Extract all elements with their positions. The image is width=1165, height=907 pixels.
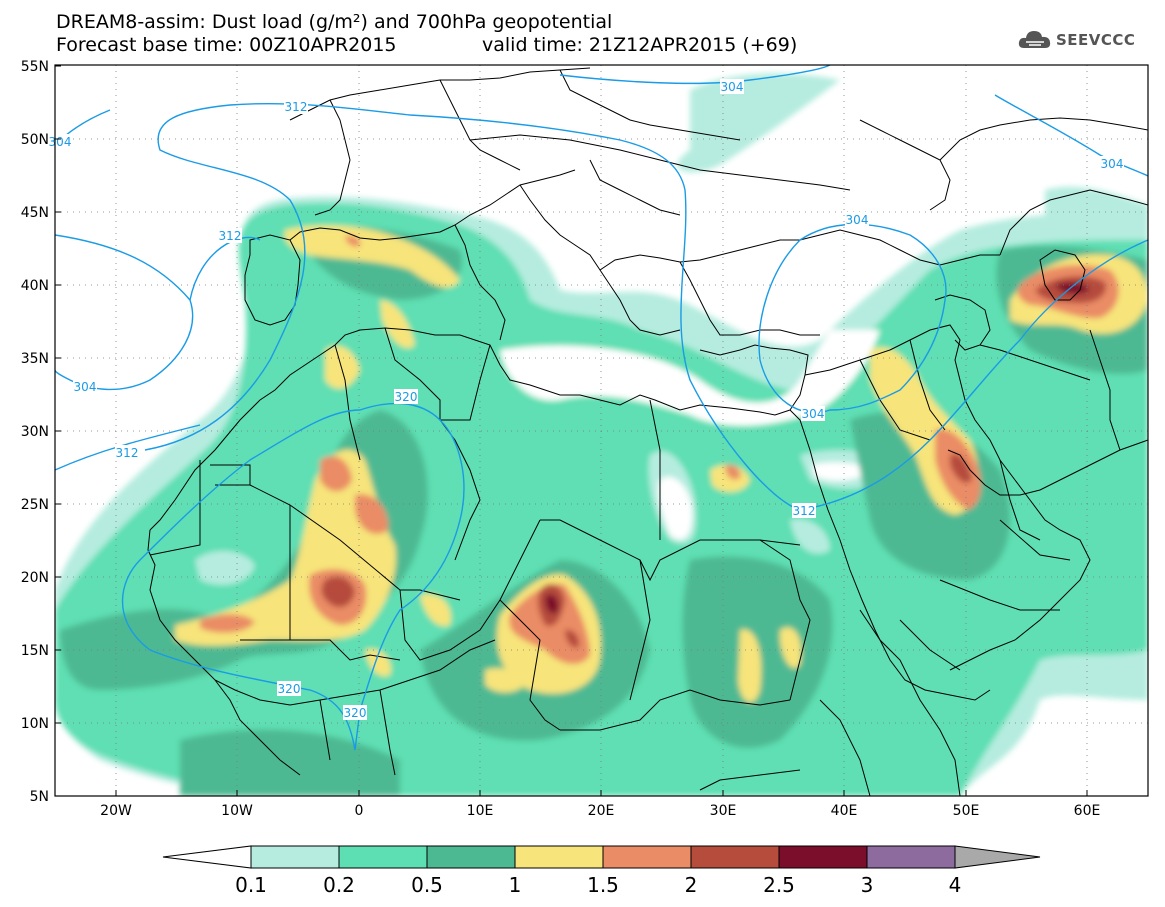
contour-label: 320 (343, 705, 367, 720)
contour-label: 304 (1100, 156, 1124, 171)
geopotential-contours (55, 65, 1148, 751)
lat-label: 45N (21, 205, 49, 221)
svg-text:304: 304 (846, 213, 869, 227)
contour-label: 312 (792, 503, 816, 518)
cloud-icon (1018, 31, 1051, 48)
svg-text:304: 304 (802, 407, 825, 421)
map-title: DREAM8-assim: Dust load (g/m²) and 700hP… (56, 11, 613, 33)
lon-label: 0 (355, 803, 364, 819)
colorbar-tick-label: 2.5 (763, 873, 795, 897)
lat-label: 25N (21, 497, 49, 513)
colorbar-tick-label: 4 (949, 873, 962, 897)
longitude-labels: 20W 10W 0 10E 20E 30E 40E 50E 60E (100, 803, 1100, 819)
logo-text: SEEVCCC (1056, 31, 1136, 49)
lat-label: 40N (21, 278, 49, 294)
contour-label: 312 (284, 99, 308, 114)
svg-text:312: 312 (219, 229, 242, 243)
dust-load-shading (55, 73, 1148, 796)
forecast-base-time: Forecast base time: 00Z10APR2015 (56, 34, 397, 56)
colorbar-swatch (338, 845, 428, 869)
svg-text:320: 320 (278, 682, 301, 696)
colorbar-swatch (866, 845, 956, 869)
svg-text:320: 320 (395, 390, 418, 404)
colorbar-tick-label: 0.5 (411, 873, 443, 897)
svg-text:304: 304 (721, 80, 744, 94)
contour-label: 320 (277, 681, 301, 696)
lat-label: 15N (21, 643, 49, 659)
colorbar-tick-label: 3 (861, 873, 874, 897)
lon-label: 20E (588, 803, 615, 819)
svg-text:312: 312 (116, 446, 139, 460)
lon-label: 30E (710, 803, 737, 819)
latitude-labels: 5N 10N 15N 20N 25N 30N 35N 40N 45N 50N 5… (21, 59, 49, 805)
contour-label: 304 (720, 79, 744, 94)
colorbar-swatch (514, 845, 604, 869)
contour-label: 320 (394, 389, 418, 404)
svg-text:304: 304 (1101, 157, 1124, 171)
contour-label-text: 304 (49, 135, 72, 149)
contour-label: 304 (73, 379, 97, 394)
colorbar-tick-label: 2 (685, 873, 698, 897)
lon-label: 10E (467, 803, 494, 819)
lat-label: 20N (21, 570, 49, 586)
lat-label: 5N (30, 789, 49, 805)
colorbar-swatch (426, 845, 516, 869)
svg-text:304: 304 (74, 380, 97, 394)
contour-label: 312 (115, 445, 139, 460)
svg-text:312: 312 (285, 100, 308, 114)
contour-label: 304 (801, 406, 825, 421)
valid-time: valid time: 21Z12APR2015 (+69) (482, 34, 798, 56)
colorbar-tick-label: 0.2 (323, 873, 355, 897)
colorbar-tick-label: 1 (509, 873, 522, 897)
colorbar-tick-label: 1.5 (587, 873, 619, 897)
lon-label: 10W (221, 803, 253, 819)
colorbar-swatch (602, 845, 692, 869)
colorbar-tick-label: 0.1 (235, 873, 267, 897)
colorbar: 0.1 0.2 0.5 1 1.5 2 2.5 3 4 (162, 845, 1041, 897)
colorbar-over-triangle (954, 845, 1041, 869)
lon-label: 40E (831, 803, 858, 819)
lat-label: 10N (21, 716, 49, 732)
colorbar-swatch (690, 845, 780, 869)
lat-label: 35N (21, 351, 49, 367)
contour-label: 304 (845, 212, 869, 227)
colorbar-under-triangle (162, 845, 252, 869)
contour-label: 312 (218, 228, 242, 243)
lat-label: 55N (21, 59, 49, 75)
contour-label: 304 (49, 134, 72, 149)
lat-lon-grid (55, 65, 1148, 796)
lat-label: 30N (21, 424, 49, 440)
lon-label: 20W (100, 803, 132, 819)
lon-label: 50E (953, 803, 980, 819)
svg-text:312: 312 (793, 504, 816, 518)
lon-label: 60E (1074, 803, 1101, 819)
svg-text:320: 320 (344, 706, 367, 720)
axis-ticks (55, 65, 1088, 797)
colorbar-swatch (778, 845, 868, 869)
lat-label: 50N (21, 132, 49, 148)
seevccc-logo: SEEVCCC (1018, 28, 1135, 52)
colorbar-swatch (250, 845, 340, 869)
